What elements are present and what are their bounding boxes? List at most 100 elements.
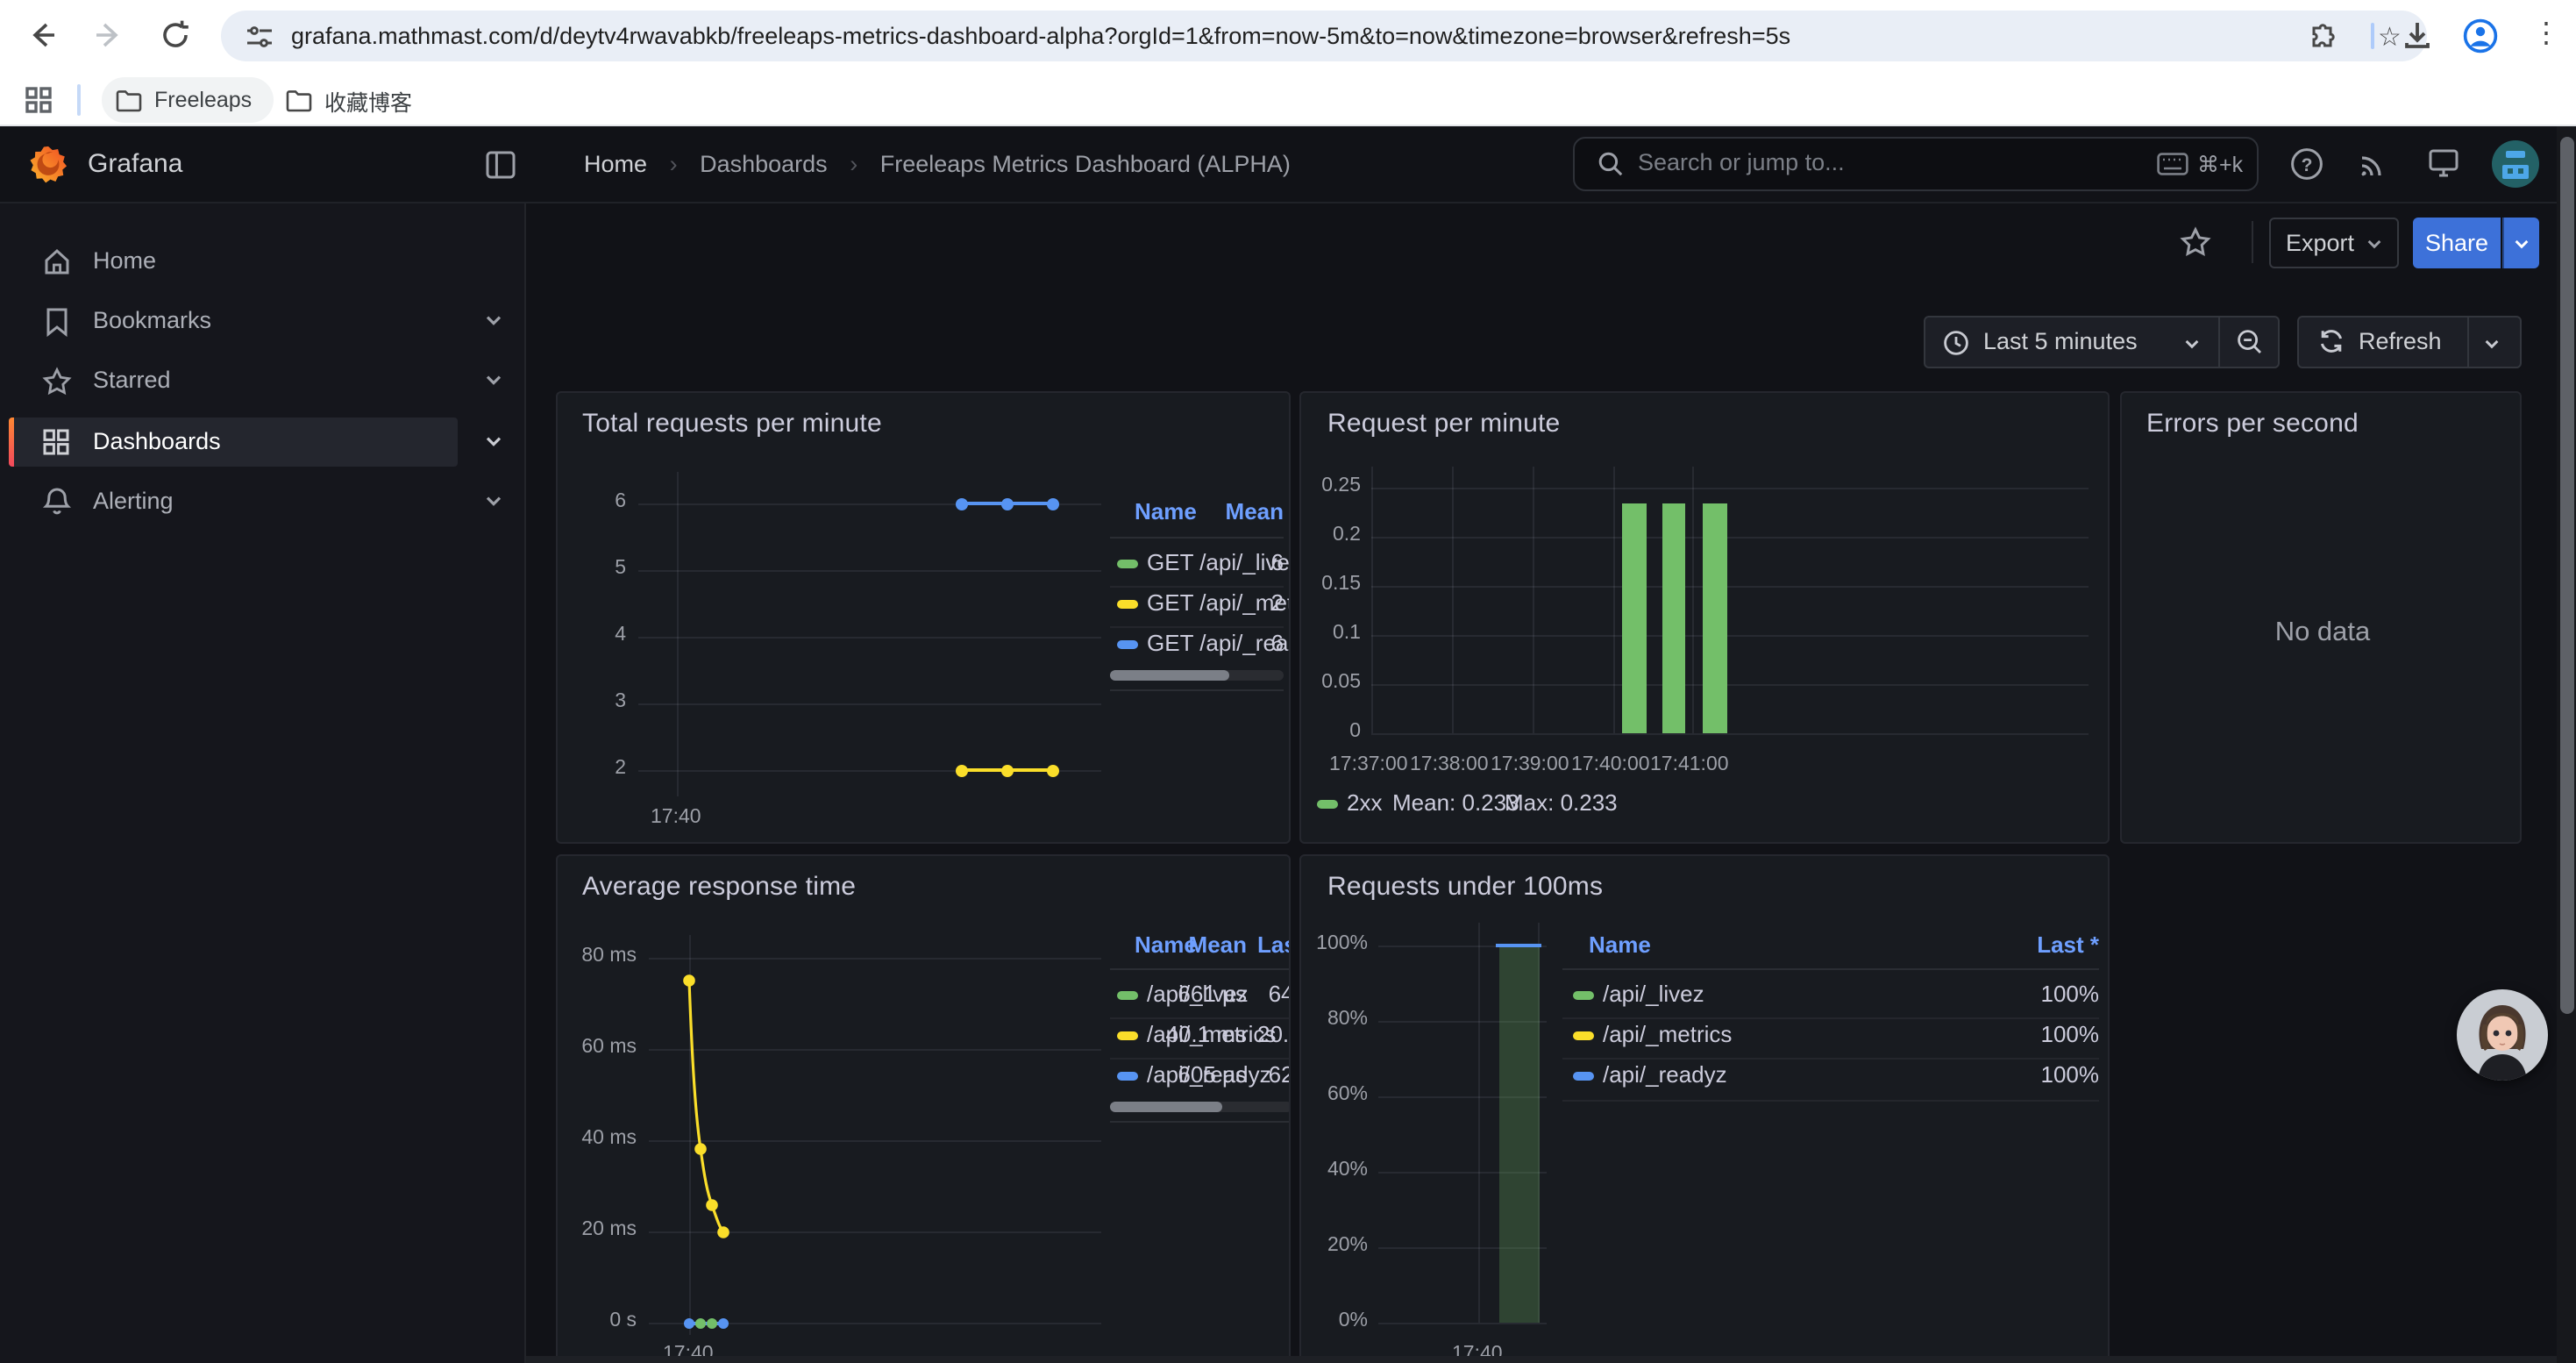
legend-header-last[interactable]: Las [1257,931,1289,958]
user-avatar[interactable] [2492,140,2539,188]
legend-series-name[interactable]: /api/_livez [1147,981,1249,1007]
legend-series-name[interactable]: GET /api/_metrics [1147,589,1291,616]
legend-series-name[interactable]: GET /api/_readyz [1147,630,1289,656]
legend-header-name[interactable]: Name [1589,931,1651,958]
bookmark-item-blogs[interactable]: 收藏博客 [272,77,433,123]
breadcrumb-home[interactable]: Home [584,151,648,177]
url-text[interactable]: grafana.mathmast.com/d/deytv4rwavabkb/fr… [291,23,1791,49]
svg-text:?: ? [2302,155,2313,175]
legend-series-name[interactable]: /api/_metrics [1603,1021,1733,1047]
y-tick: 0.15 [1321,574,1361,595]
legend-series-name[interactable]: /api/_readyz [1147,1061,1271,1088]
legend-header-name[interactable]: Name [1135,931,1197,958]
legend-header-name[interactable]: Name [1135,498,1197,525]
panel-under-100ms: Requests under 100ms 100% 80% 60% 40% 20… [1299,854,2110,1363]
refresh-label[interactable]: Refresh [2359,328,2442,354]
refresh-divider [2467,318,2469,367]
chevron-down-icon[interactable] [484,432,503,451]
legend-scrollbar[interactable] [1110,670,1284,681]
forward-icon[interactable] [91,18,126,53]
sidebar-item-home[interactable]: Home [0,239,526,288]
bottom-edge [526,1356,2557,1363]
bar-2xx[interactable] [1622,503,1646,733]
legend-mean-value: 605 µs [1178,1061,1247,1088]
chevron-down-icon[interactable] [484,370,503,389]
legend-series-name[interactable]: /api/_metrics [1147,1021,1277,1047]
sidebar-item-starred[interactable]: Starred [0,358,526,407]
bookmark-item-freeleaps[interactable]: Freeleaps [102,77,274,123]
monitor-icon[interactable] [2427,147,2460,179]
panel-title[interactable]: Total requests per minute [582,409,882,439]
bookmark-star-icon[interactable]: ☆ [2378,23,2402,53]
panel-title[interactable]: Errors per second [2146,409,2359,439]
help-icon[interactable]: ? [2290,147,2323,181]
series-color-pill[interactable] [1117,1031,1138,1039]
legend-series-name[interactable]: /api/_livez [1603,981,1704,1007]
series-color-pill[interactable] [1573,1072,1594,1080]
series-color-pill[interactable] [1117,1072,1138,1080]
export-button[interactable]: Export [2269,218,2399,268]
series-color-pill[interactable] [1117,600,1138,608]
downloads-icon[interactable] [2401,19,2434,53]
share-menu-button[interactable] [2502,218,2539,268]
y-tick: 3 [615,691,626,712]
series-color-pill[interactable] [1117,560,1138,567]
site-settings-icon[interactable] [246,23,274,51]
panel-avg-response: Average response time 80 ms 60 ms 40 ms … [556,854,1291,1363]
time-range-picker[interactable]: Last 5 minutes [1924,316,2280,368]
brand-label[interactable]: Grafana [88,149,183,179]
sidebar-item-dashboards[interactable]: Dashboards [9,417,502,467]
legend-scrollbar[interactable] [1110,1102,1289,1112]
profile-icon[interactable] [2462,18,2499,54]
zoom-out-icon[interactable] [2236,328,2264,356]
url-bar[interactable]: grafana.mathmast.com/d/deytv4rwavabkb/fr… [221,11,2427,61]
legend-max: Max: 0.233 [1505,789,1618,816]
legend-header-mean[interactable]: Mean [1225,498,1284,525]
share-button[interactable]: Share [2413,218,2501,268]
legend-series-name[interactable]: /api/_readyz [1603,1061,1727,1088]
chevron-down-icon[interactable] [484,310,503,330]
series-color-pill[interactable] [1117,991,1138,999]
reload-icon[interactable] [158,18,193,53]
panel-title[interactable]: Request per minute [1327,409,1561,439]
refresh-icon[interactable] [2318,328,2345,354]
y-tick: 0.05 [1321,672,1361,693]
time-range-label: Last 5 minutes [1983,328,2138,354]
bar-2xx[interactable] [1662,503,1685,733]
series-color-pill[interactable] [1573,991,1594,999]
sidebar-item-label: Bookmarks [93,307,212,333]
breadcrumb-dashboards[interactable]: Dashboards [700,151,828,177]
bar-2xx[interactable] [1703,503,1726,733]
extensions-icon[interactable] [2306,21,2338,53]
dock-sidebar-icon[interactable] [486,151,516,179]
refresh-button-group: Refresh [2297,316,2522,368]
breadcrumb: Home › Dashboards › Freeleaps Metrics Da… [584,151,1291,177]
chevron-down-icon[interactable] [484,491,503,510]
back-icon[interactable] [25,18,60,53]
legend-series-name[interactable]: GET /api/_livez [1147,549,1291,575]
bar-under-100ms[interactable] [1498,947,1539,1323]
search-input[interactable]: Search or jump to... ⌘+k [1573,137,2259,191]
news-rss-icon[interactable] [2359,149,2388,179]
page-scrollbar-track[interactable] [2557,126,2576,1363]
sidebar-item-alerting[interactable]: Alerting [0,479,526,528]
actions-divider [2252,221,2253,263]
y-tick: 5 [615,558,626,579]
page-scrollbar-thumb[interactable] [2559,137,2573,1014]
series-color-pill[interactable] [1573,1031,1594,1039]
grafana-logo[interactable] [28,144,68,186]
favorite-star-icon[interactable] [2180,226,2211,258]
panel-title[interactable]: Average response time [582,872,857,902]
panel-title[interactable]: Requests under 100ms [1327,872,1604,902]
floating-assistant-avatar[interactable] [2457,989,2548,1081]
legend-header-last[interactable]: Last * [2037,931,2099,958]
sidebar-item-bookmarks[interactable]: Bookmarks [0,298,526,347]
series-color-pill[interactable] [1317,800,1338,808]
legend-header-mean[interactable]: Mean [1188,931,1247,958]
chevron-down-icon[interactable] [2483,335,2501,353]
browser-menu-icon[interactable]: ⋮ [2532,19,2560,49]
apps-grid-icon[interactable] [25,86,53,114]
sidebar-item-label: Starred [93,367,171,393]
legend-series-name[interactable]: 2xx [1347,789,1383,816]
series-color-pill[interactable] [1117,640,1138,648]
